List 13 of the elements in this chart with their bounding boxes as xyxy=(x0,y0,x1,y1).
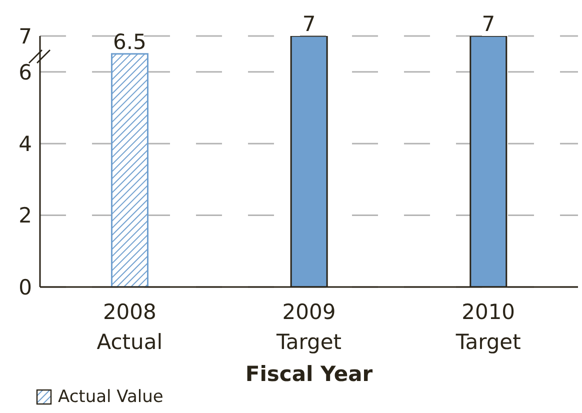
y-tick-label: 0 xyxy=(18,275,32,300)
x-tick-label: 2010 Target xyxy=(454,300,521,354)
y-tick-label: 6 xyxy=(18,60,32,84)
x-tick-label: 2008 Actual xyxy=(96,300,163,354)
y-tick-label: 2 xyxy=(18,204,32,228)
y-tick-label: 7 xyxy=(18,24,32,48)
legend-label: Actual Value xyxy=(57,387,164,407)
x-axis-title: Fiscal Year xyxy=(245,362,374,386)
data-label: 7 xyxy=(302,12,316,36)
data-label: 7 xyxy=(482,12,496,36)
data-label: 6.5 xyxy=(113,30,146,54)
y-tick-label: 4 xyxy=(18,132,32,156)
x-tick-label: 2009 Target xyxy=(276,300,342,354)
